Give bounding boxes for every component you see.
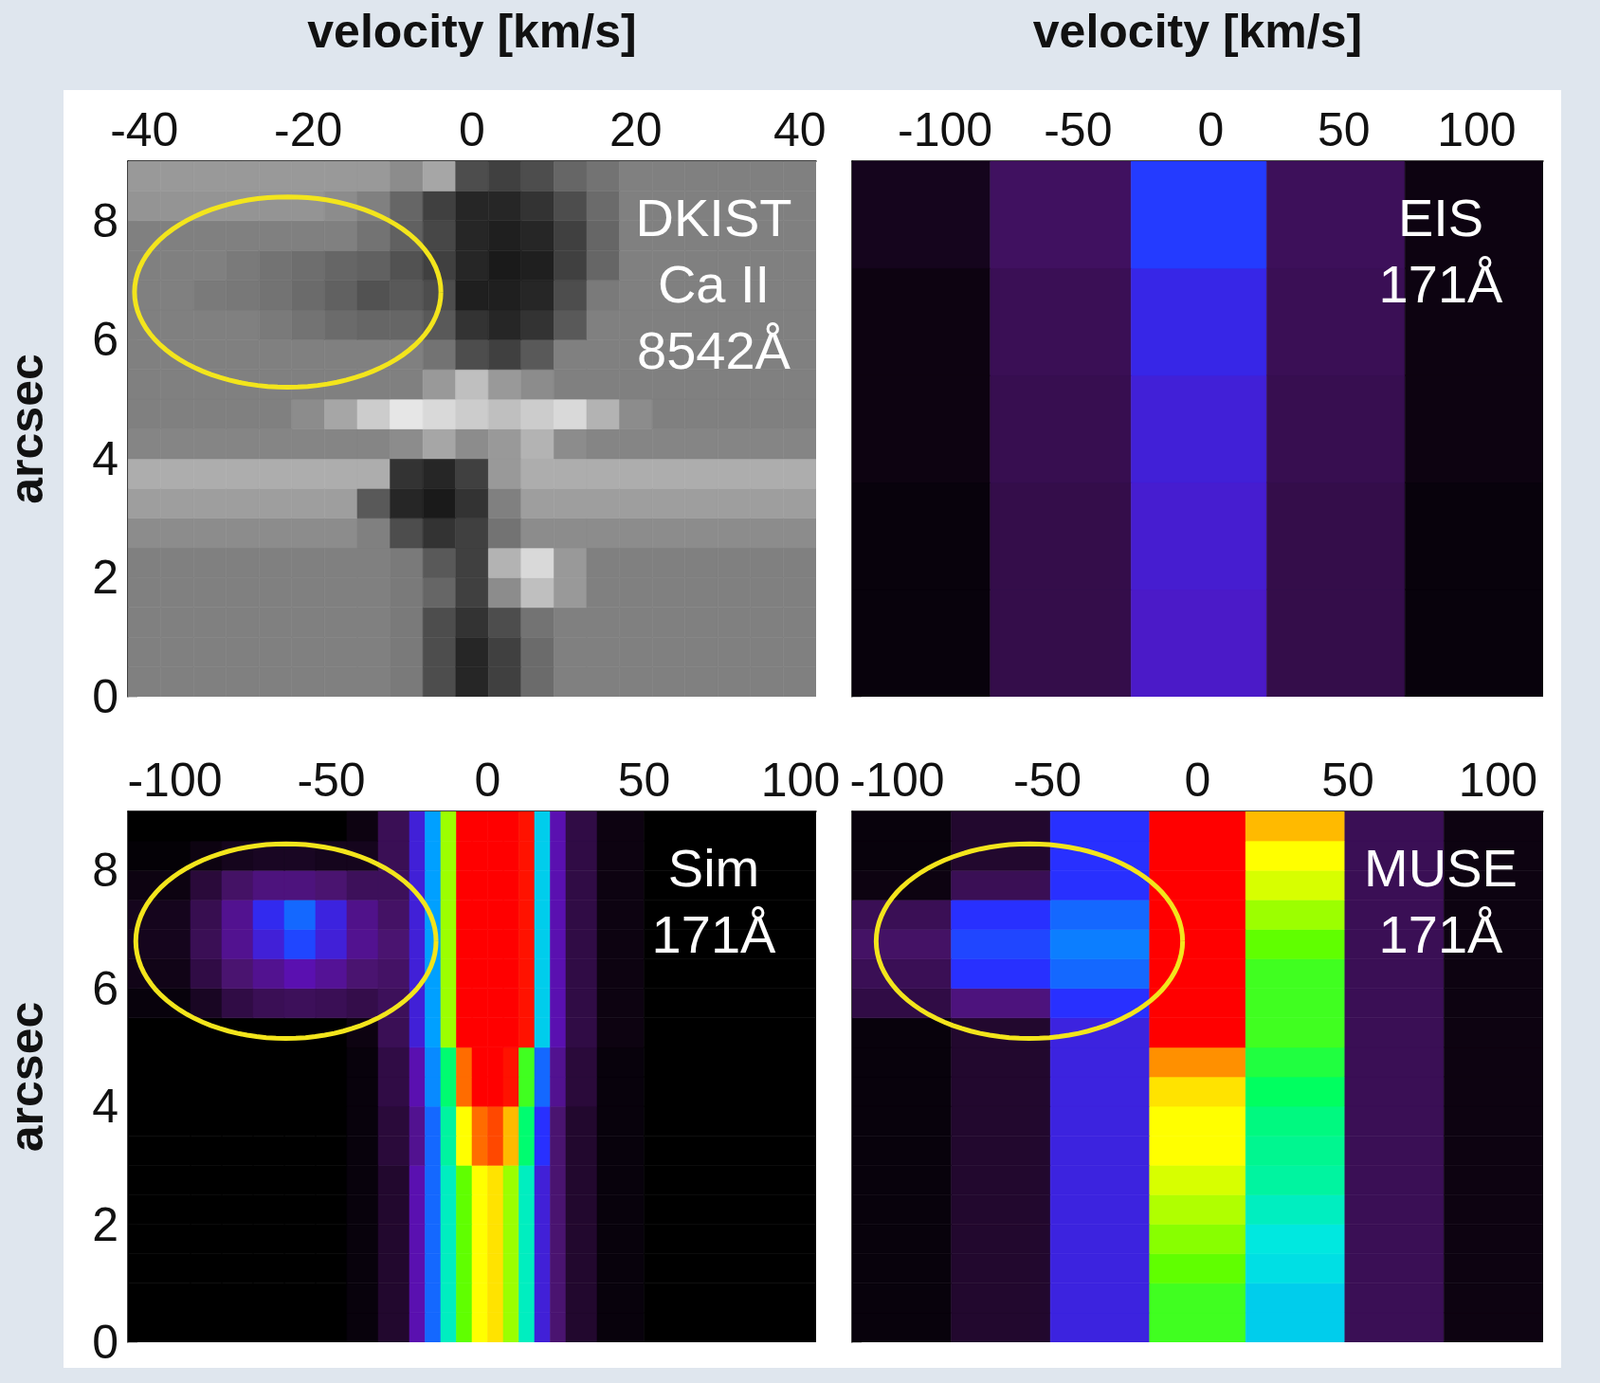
svg-text:DKIST: DKIST <box>636 187 793 248</box>
svg-text:171Å: 171Å <box>1379 904 1504 964</box>
svg-text:-100: -100 <box>127 753 222 807</box>
svg-text:0: 0 <box>1184 753 1212 807</box>
svg-text:4: 4 <box>91 1079 119 1133</box>
svg-text:8: 8 <box>91 194 119 248</box>
svg-text:4: 4 <box>91 432 119 486</box>
svg-text:arcsec: arcsec <box>0 1001 54 1153</box>
svg-text:Ca II: Ca II <box>657 254 770 314</box>
svg-text:-50: -50 <box>1043 103 1112 157</box>
svg-text:6: 6 <box>91 312 119 366</box>
svg-text:arcsec: arcsec <box>0 353 54 505</box>
svg-text:-100: -100 <box>850 753 946 807</box>
svg-text:velocity [km/s]: velocity [km/s] <box>307 4 637 58</box>
svg-text:8542Å: 8542Å <box>636 320 792 381</box>
svg-text:100: 100 <box>761 753 840 807</box>
svg-text:-40: -40 <box>109 103 179 157</box>
svg-text:2: 2 <box>91 1198 119 1252</box>
svg-text:6: 6 <box>91 962 119 1016</box>
svg-text:100: 100 <box>1436 103 1516 157</box>
svg-text:50: 50 <box>618 753 672 807</box>
svg-text:2: 2 <box>91 550 119 604</box>
svg-text:0: 0 <box>474 753 502 807</box>
svg-text:0: 0 <box>91 1315 119 1369</box>
svg-text:Sim: Sim <box>668 837 760 898</box>
svg-text:-50: -50 <box>296 753 365 807</box>
svg-text:EIS: EIS <box>1398 187 1484 248</box>
svg-text:100: 100 <box>1458 753 1538 807</box>
svg-text:50: 50 <box>1321 753 1375 807</box>
svg-text:40: 40 <box>773 103 827 157</box>
svg-text:50: 50 <box>1317 103 1371 157</box>
svg-text:0: 0 <box>91 670 119 724</box>
svg-text:171Å: 171Å <box>652 904 777 964</box>
svg-text:0: 0 <box>458 103 486 157</box>
svg-text:0: 0 <box>1198 103 1225 157</box>
svg-text:8: 8 <box>91 843 119 897</box>
svg-text:MUSE: MUSE <box>1363 837 1518 898</box>
svg-text:-50: -50 <box>1013 753 1082 807</box>
svg-text:velocity [km/s]: velocity [km/s] <box>1033 4 1363 58</box>
svg-text:20: 20 <box>609 103 663 157</box>
svg-text:-20: -20 <box>273 103 343 157</box>
svg-text:-100: -100 <box>897 103 993 157</box>
svg-text:171Å: 171Å <box>1379 254 1504 314</box>
